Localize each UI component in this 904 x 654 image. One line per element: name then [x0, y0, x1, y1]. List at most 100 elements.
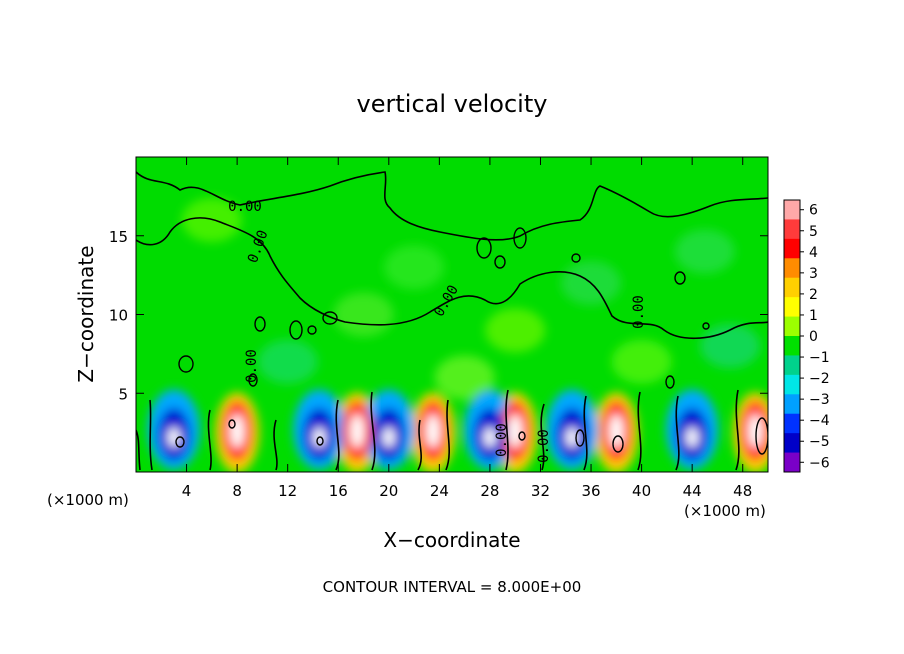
background-patch [257, 339, 318, 384]
colorbar-tick-label: 6 [809, 203, 818, 219]
closed-contour [476, 237, 492, 259]
closed-contour [571, 253, 581, 263]
colorbar-tick-label: −2 [809, 371, 830, 387]
contour-interval-text: CONTOUR INTERVAL = 8.000E+00 [323, 578, 582, 596]
contour-label: 0.00 [494, 423, 510, 457]
closed-contour [575, 429, 585, 447]
closed-contour [322, 311, 338, 325]
colorbar-segment [784, 238, 800, 259]
colorbar-segment [784, 452, 800, 473]
zero-contour [675, 395, 680, 471]
colorbar-tick-label: 1 [809, 308, 818, 324]
x-tick-label: 48 [733, 482, 752, 500]
colorbar-tick-label: −4 [809, 413, 830, 429]
closed-contour [665, 375, 675, 389]
x-tick-label: 8 [232, 482, 242, 500]
updraft-peak [748, 414, 763, 449]
closed-contour [702, 322, 710, 330]
background-patch [333, 292, 394, 337]
colorbar-tick-label: 0 [809, 329, 818, 345]
colorbar-tick-label: −6 [809, 455, 830, 471]
zero-contour [149, 399, 153, 471]
contour-label: 0.00 [228, 199, 262, 215]
x-axis-label: X−coordinate [383, 528, 520, 552]
contour-label: 0.00 [631, 295, 647, 329]
closed-contour [289, 320, 303, 340]
background-patch [674, 229, 735, 274]
closed-contour [674, 271, 686, 285]
zero-contour [335, 399, 340, 471]
closed-contour [518, 431, 526, 441]
background-patch [611, 339, 672, 384]
closed-contour [254, 316, 266, 332]
colorbar-segment [784, 374, 800, 395]
colorbar-segment [784, 336, 800, 356]
background-patch [485, 308, 546, 353]
closed-contour [175, 436, 185, 448]
velocity-blobs [147, 198, 768, 472]
colorbar-segment [784, 433, 800, 454]
downdraft-peak [167, 427, 180, 448]
x-tick-label: 32 [531, 482, 550, 500]
closed-contour [612, 435, 624, 453]
downdraft-peak [382, 427, 395, 448]
downdraft-peak [686, 427, 699, 448]
zero-contour [505, 389, 509, 471]
colorbar-segment [784, 394, 800, 415]
chart-title: vertical velocity [357, 90, 548, 118]
colorbar-tick-label: −5 [809, 434, 830, 450]
colorbar-tick-label: 2 [809, 287, 818, 303]
y-axis-label: Z−coordinate [74, 245, 98, 382]
colorbar-tick-label: 4 [809, 245, 818, 261]
heatmap-field [136, 157, 768, 472]
x-tick-label: 28 [480, 482, 499, 500]
closed-contour [755, 417, 768, 455]
y-tick-label: 15 [109, 228, 128, 246]
x-tick-label: 12 [278, 482, 297, 500]
colorbar: 6 5 4 3 2 1 0 −1 −2 −3 −4 −5 −6 [783, 199, 830, 473]
zero-contour [273, 419, 278, 471]
zero-contour [735, 389, 740, 471]
updraft-peak [426, 414, 441, 449]
closed-contour [178, 355, 194, 373]
closed-contour [494, 255, 506, 269]
x-tick-label: 24 [430, 482, 449, 500]
zero-contour [207, 409, 212, 471]
x-tick-label: 44 [683, 482, 702, 500]
contour-label: 0.00 [536, 429, 552, 463]
closed-contour [307, 325, 317, 335]
x-unit-right: (×1000 m) [684, 502, 766, 520]
zero-contour [417, 419, 422, 471]
zero-contour [540, 403, 545, 471]
y-tick-label: 10 [109, 307, 128, 325]
updraft-peak [508, 414, 523, 449]
closed-contour [316, 436, 324, 446]
zero-contour [136, 429, 141, 471]
colorbar-tick-label: 5 [809, 224, 818, 240]
zero-contour [583, 395, 588, 471]
x-tick-label: 4 [182, 482, 192, 500]
closed-contour [248, 373, 258, 387]
downdraft-peak [566, 427, 579, 448]
background-patch [434, 355, 495, 400]
colorbar-tick-label: −3 [809, 392, 830, 408]
colorbar-segment [784, 297, 800, 318]
colorbar-tick-label: 3 [809, 266, 818, 282]
updraft-peak [609, 414, 624, 449]
colorbar-segment [784, 200, 800, 220]
closed-contour [513, 227, 527, 249]
x-unit-left: (×1000 m) [47, 491, 129, 509]
updraft-peak [230, 414, 245, 449]
updraft-peak [350, 414, 365, 449]
colorbar-segment [784, 258, 800, 279]
x-tick-label: 16 [329, 482, 348, 500]
colorbar-segment [784, 277, 800, 298]
colorbar-segment [784, 355, 800, 376]
colorbar-segment [784, 316, 800, 337]
zero-contour [445, 399, 450, 471]
contour-label: 0.00 [244, 349, 260, 383]
colorbar-tick-label: −1 [809, 350, 830, 366]
closed-contour [228, 419, 236, 429]
downdraft-peak [483, 427, 496, 448]
